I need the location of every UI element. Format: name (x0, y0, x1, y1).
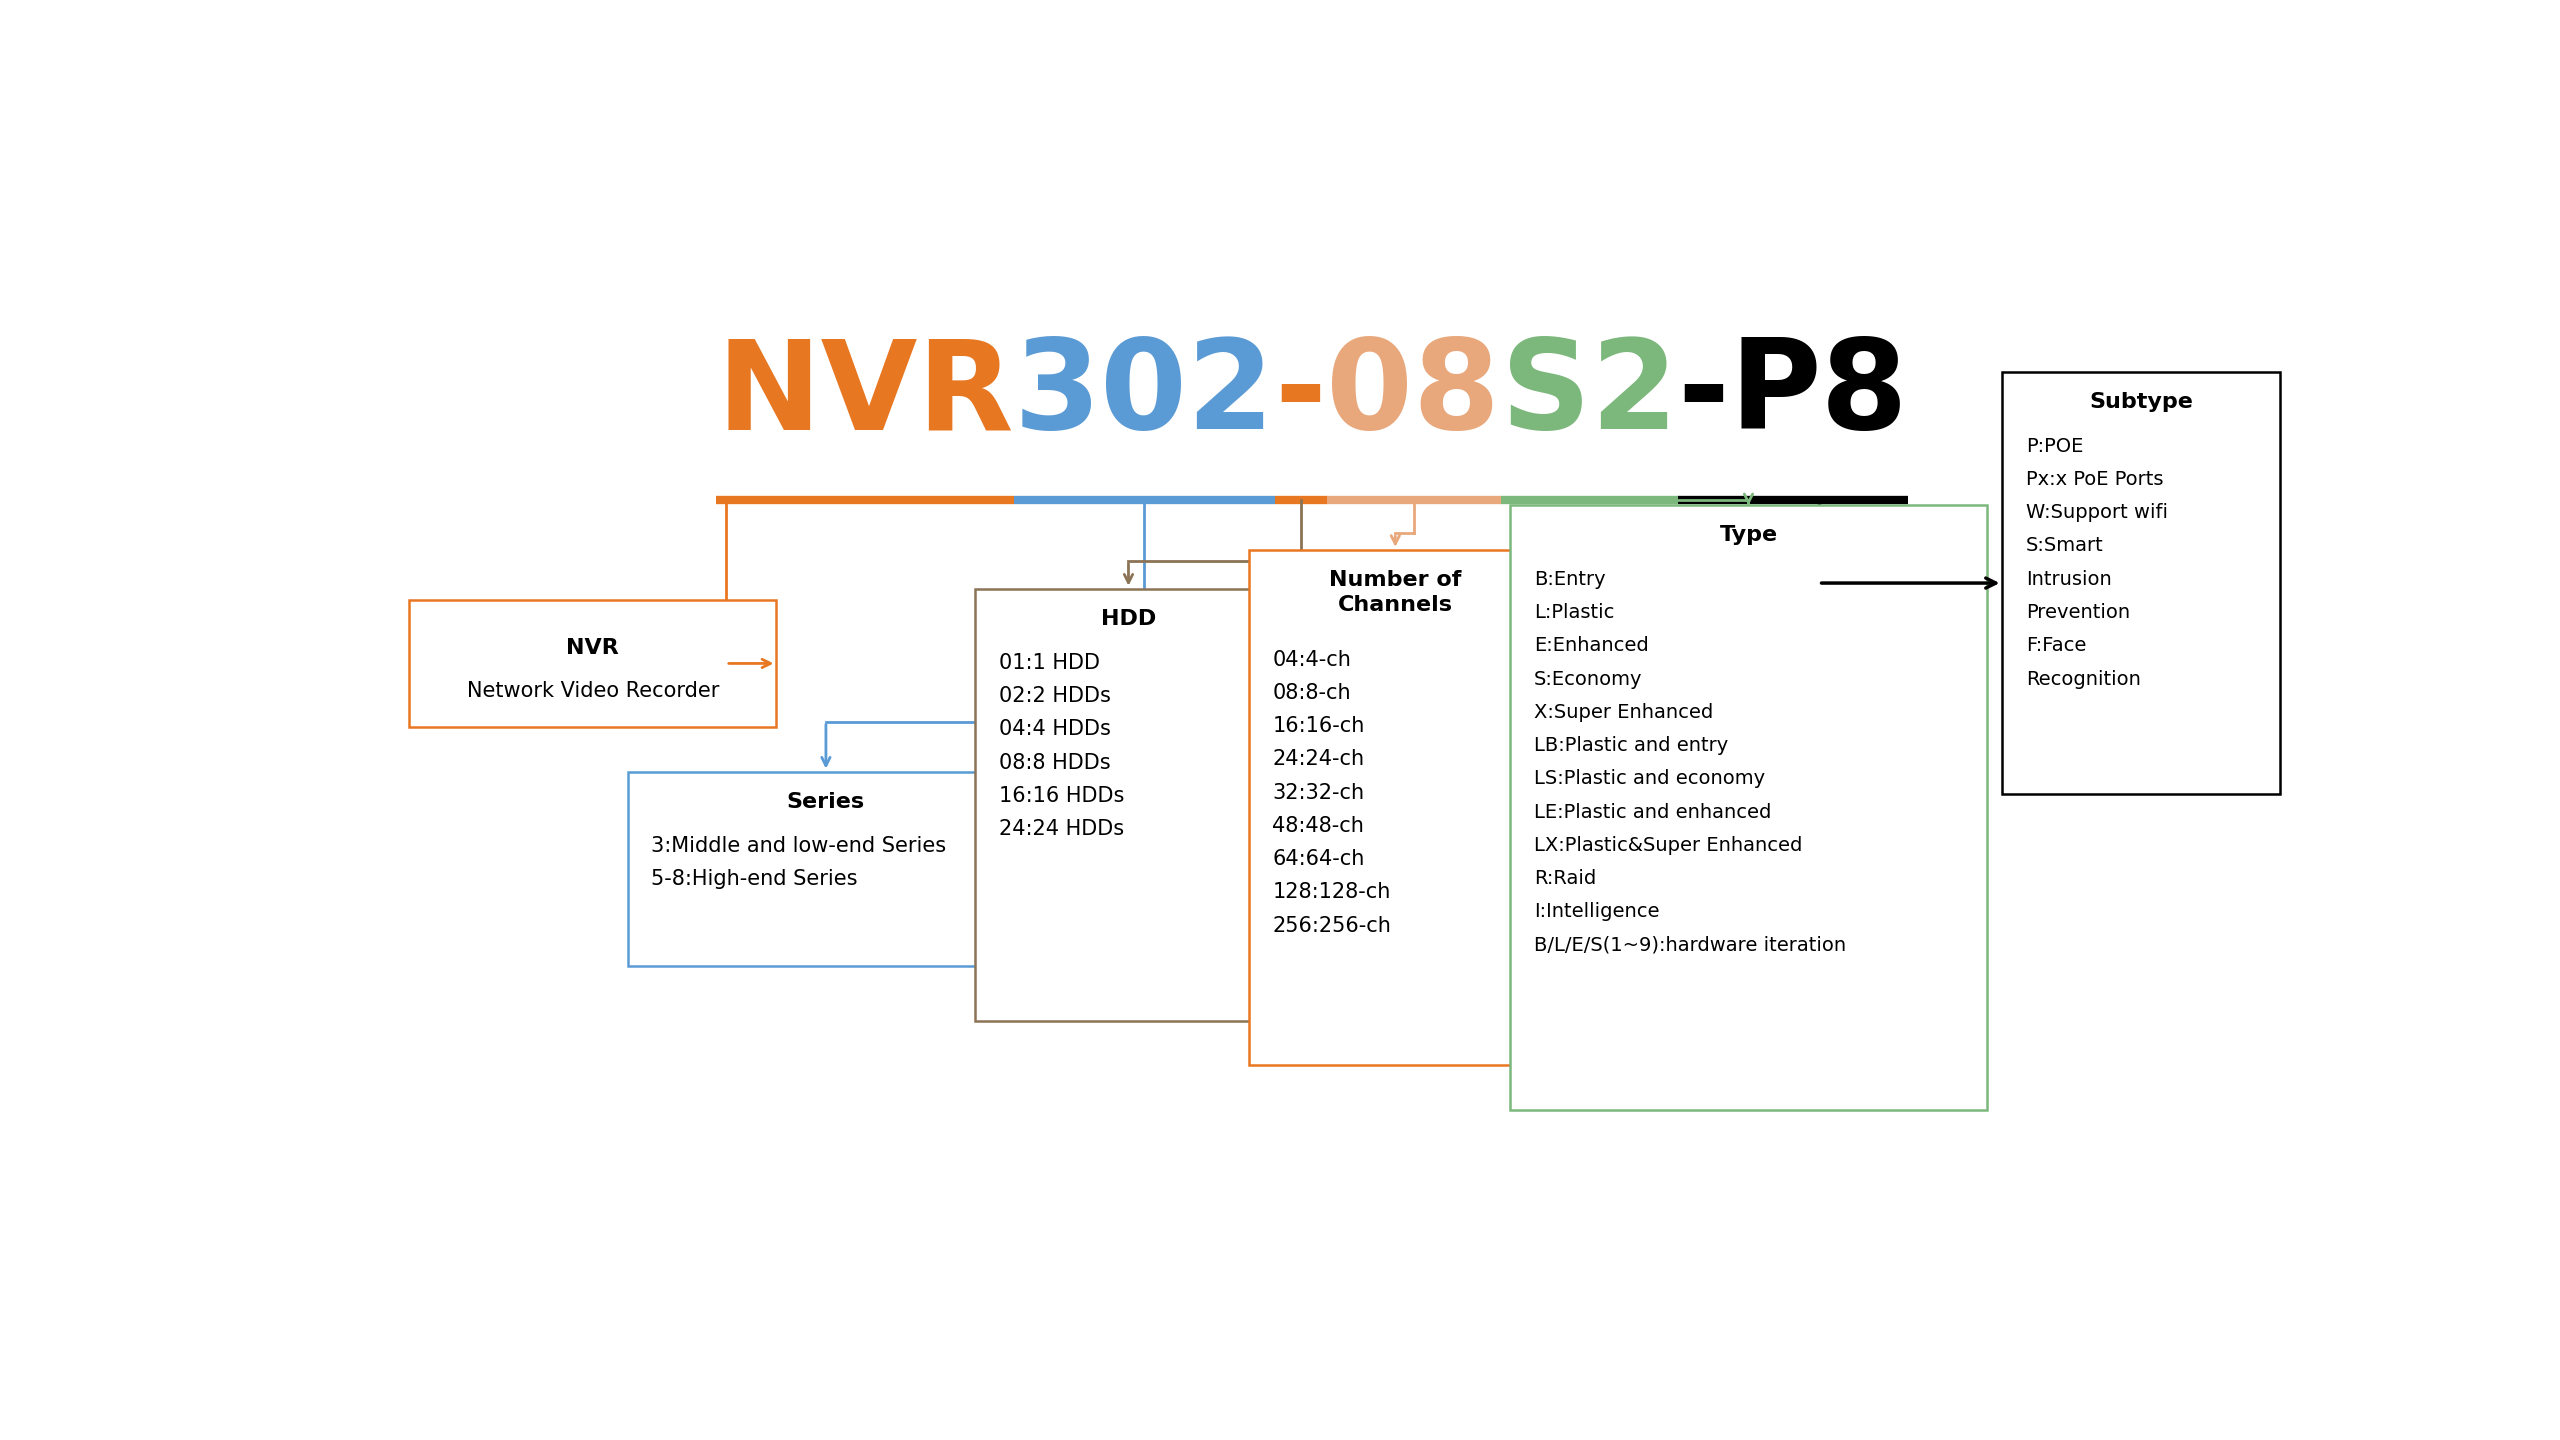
FancyBboxPatch shape (410, 599, 776, 727)
Text: -: - (1677, 334, 1731, 455)
FancyBboxPatch shape (1510, 505, 1987, 1110)
Text: Recognition: Recognition (2028, 670, 2140, 688)
Text: Prevention: Prevention (2028, 603, 2130, 622)
Text: S2: S2 (1500, 334, 1677, 455)
Text: R:Raid: R:Raid (1533, 870, 1597, 888)
Text: 32:32-ch: 32:32-ch (1272, 782, 1364, 802)
Text: 48:48-ch: 48:48-ch (1272, 816, 1364, 835)
Text: P8: P8 (1731, 334, 1907, 455)
Text: Intrusion: Intrusion (2028, 570, 2112, 589)
Text: 24:24-ch: 24:24-ch (1272, 749, 1364, 769)
Text: E:Enhanced: E:Enhanced (1533, 636, 1649, 655)
Text: 3:Middle and low-end Series: 3:Middle and low-end Series (650, 835, 947, 855)
Text: P:POE: P:POE (2028, 436, 2084, 455)
Text: F:Face: F:Face (2028, 636, 2086, 655)
Text: B/L/E/S(1~9):hardware iteration: B/L/E/S(1~9):hardware iteration (1533, 936, 1846, 955)
Text: 04:4-ch: 04:4-ch (1272, 649, 1352, 670)
Text: W:Support wifi: W:Support wifi (2028, 503, 2168, 523)
Text: NVR: NVR (566, 638, 620, 658)
Text: 16:16-ch: 16:16-ch (1272, 716, 1364, 736)
Text: L:Plastic: L:Plastic (1533, 603, 1615, 622)
Text: Subtype: Subtype (2089, 392, 2194, 412)
FancyBboxPatch shape (627, 772, 1024, 966)
Text: 08:8-ch: 08:8-ch (1272, 683, 1352, 703)
Text: Network Video Recorder: Network Video Recorder (466, 681, 719, 701)
Text: 08: 08 (1326, 334, 1500, 455)
Text: 02:2 HDDs: 02:2 HDDs (998, 687, 1111, 706)
Text: -: - (1275, 334, 1326, 455)
Text: Type: Type (1720, 526, 1777, 546)
Text: LB:Plastic and entry: LB:Plastic and entry (1533, 736, 1728, 755)
Text: Px:x PoE Ports: Px:x PoE Ports (2028, 469, 2163, 490)
Text: NVR: NVR (717, 334, 1014, 455)
Text: S:Smart: S:Smart (2028, 537, 2104, 556)
Text: 302: 302 (1014, 334, 1275, 455)
Text: LX:Plastic&Super Enhanced: LX:Plastic&Super Enhanced (1533, 835, 1802, 855)
Text: 08:8 HDDs: 08:8 HDDs (998, 753, 1111, 773)
Text: S:Economy: S:Economy (1533, 670, 1644, 688)
Text: I:Intelligence: I:Intelligence (1533, 903, 1659, 922)
Text: Number of
Channels: Number of Channels (1329, 570, 1462, 615)
Text: 24:24 HDDs: 24:24 HDDs (998, 819, 1124, 840)
Text: 64:64-ch: 64:64-ch (1272, 850, 1364, 870)
Text: 16:16 HDDs: 16:16 HDDs (998, 786, 1124, 806)
Text: 5-8:High-end Series: 5-8:High-end Series (650, 870, 858, 888)
Text: Series: Series (786, 792, 865, 812)
Text: B:Entry: B:Entry (1533, 570, 1605, 589)
Text: HDD: HDD (1101, 609, 1157, 628)
Text: 128:128-ch: 128:128-ch (1272, 883, 1390, 903)
FancyBboxPatch shape (2002, 373, 2281, 793)
FancyBboxPatch shape (1249, 550, 1541, 1066)
Text: LS:Plastic and economy: LS:Plastic and economy (1533, 769, 1766, 788)
Text: 04:4 HDDs: 04:4 HDDs (998, 720, 1111, 739)
Text: LE:Plastic and enhanced: LE:Plastic and enhanced (1533, 802, 1772, 822)
FancyBboxPatch shape (975, 589, 1283, 1021)
Text: 256:256-ch: 256:256-ch (1272, 916, 1390, 936)
Text: X:Super Enhanced: X:Super Enhanced (1533, 703, 1713, 721)
Text: 01:1 HDD: 01:1 HDD (998, 652, 1101, 672)
